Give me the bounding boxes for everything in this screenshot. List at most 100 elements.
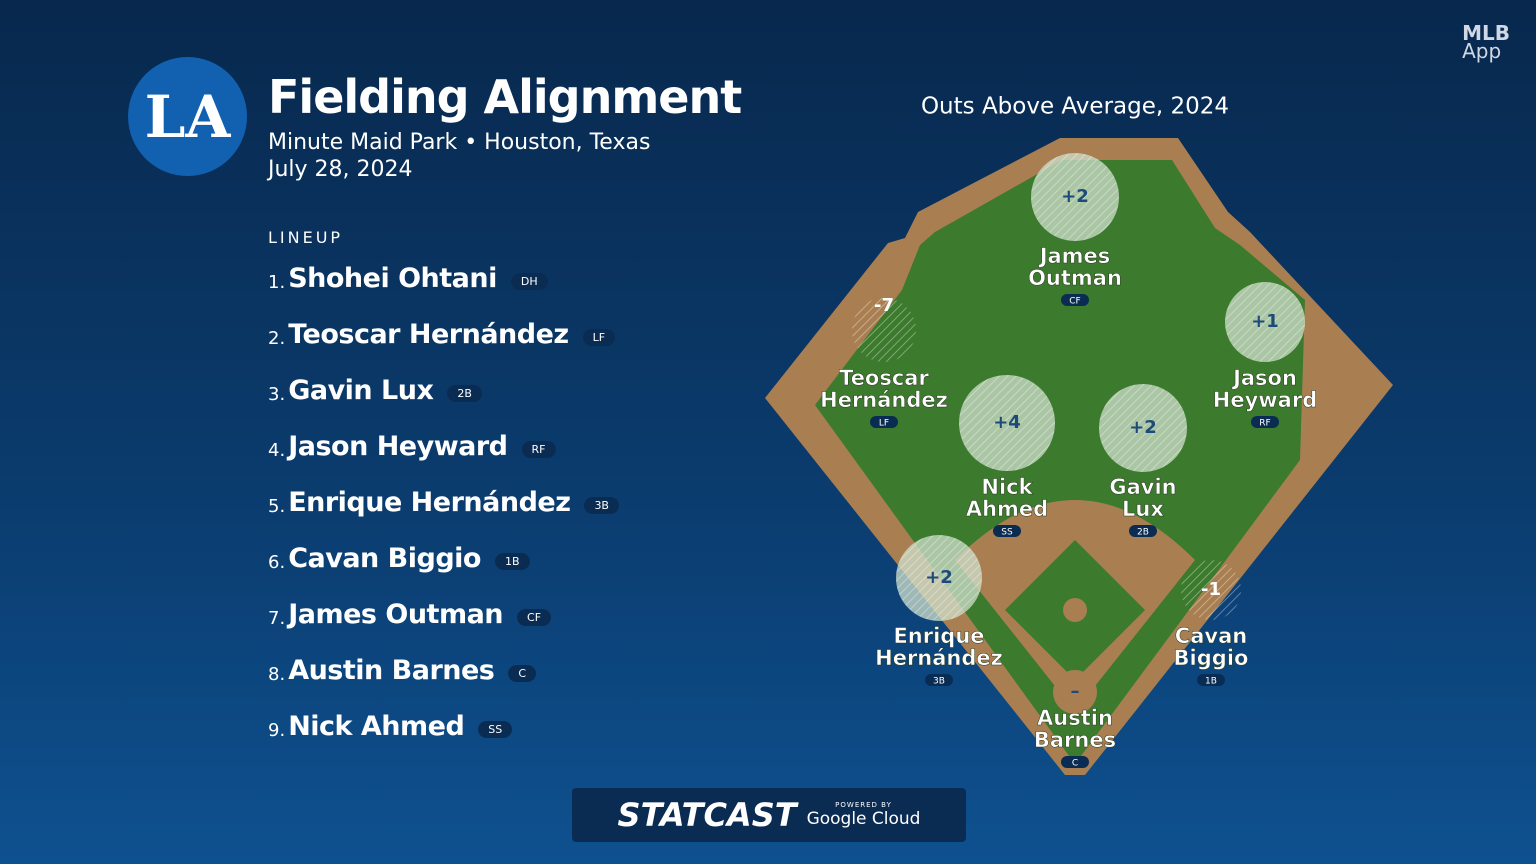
lineup-row: 3. Gavin Lux 2B bbox=[268, 370, 482, 410]
fielder-name: Heyward bbox=[1213, 388, 1317, 412]
oaa-hatch bbox=[1031, 153, 1119, 241]
oaa-hatch bbox=[1099, 384, 1187, 472]
position: C bbox=[508, 664, 537, 682]
fielder-name: Barnes bbox=[1034, 728, 1116, 752]
oaa-value: -7 bbox=[874, 295, 894, 316]
statcast: STATCAST bbox=[617, 796, 797, 834]
player-name: Austin Barnes bbox=[288, 654, 495, 686]
fielder-name: Hernández bbox=[820, 388, 948, 412]
pos-pill bbox=[1061, 294, 1089, 306]
position: DH bbox=[510, 272, 548, 290]
team-logo: LA bbox=[128, 57, 247, 176]
player-name: Gavin Lux bbox=[288, 374, 434, 406]
order: 7. bbox=[268, 607, 286, 629]
lineup-row: 7. James Outman CF bbox=[268, 594, 552, 634]
order: 9. bbox=[268, 719, 286, 741]
player-name: Jason Heyward bbox=[288, 430, 508, 462]
pos-pill bbox=[1129, 525, 1157, 537]
player-name: Enrique Hernández bbox=[288, 486, 571, 518]
oaa-hatch bbox=[959, 375, 1055, 471]
fielder-pos: CF bbox=[1069, 297, 1080, 307]
oaa-hatch bbox=[896, 535, 982, 621]
date: July 28, 2024 bbox=[268, 157, 413, 182]
position: LF bbox=[582, 328, 616, 346]
pos-pill bbox=[925, 674, 953, 686]
fielder-name: Outman bbox=[1028, 266, 1122, 290]
fielder-pos: LF bbox=[879, 419, 889, 429]
title: Fielding Alignment bbox=[268, 70, 742, 124]
fielder-name: Nick bbox=[981, 475, 1033, 499]
lineup-row: 9. Nick Ahmed SS bbox=[268, 706, 513, 746]
position: 2B bbox=[447, 384, 482, 402]
oaa-value: +2 bbox=[925, 567, 953, 588]
lineup-row: 6. Cavan Biggio 1B bbox=[268, 538, 530, 578]
fielder-pos: SS bbox=[1001, 528, 1013, 538]
player-name: Teoscar Hernández bbox=[288, 318, 569, 350]
lineup-row: 4. Jason Heyward RF bbox=[268, 426, 556, 466]
position: CF bbox=[517, 608, 552, 626]
home-plate bbox=[1053, 670, 1097, 714]
mound bbox=[1063, 598, 1087, 622]
lineup-label: LINEUP bbox=[268, 228, 344, 247]
order: 6. bbox=[268, 551, 286, 573]
order: 4. bbox=[268, 439, 286, 461]
player-name: James Outman bbox=[288, 598, 504, 630]
fielder-name: James bbox=[1038, 244, 1111, 268]
lineup-row: 8. Austin Barnes C bbox=[268, 650, 537, 690]
brand-line: MLB bbox=[1462, 21, 1510, 45]
lineup-row: 5. Enrique Hernández 3B bbox=[268, 482, 619, 522]
position: 1B bbox=[494, 552, 530, 570]
order: 1. bbox=[268, 271, 286, 293]
oaa-value: +2 bbox=[1061, 186, 1089, 207]
fielder-name: Lux bbox=[1122, 497, 1164, 521]
fielder-name: Gavin bbox=[1109, 475, 1176, 499]
mlb-app: MLB App bbox=[1462, 21, 1510, 63]
venue: Minute Maid Park • Houston, Texas bbox=[268, 130, 651, 155]
oaa-value: +2 bbox=[1129, 417, 1157, 438]
pos-pill bbox=[1251, 416, 1279, 428]
pos-pill bbox=[1061, 756, 1089, 768]
fielder-pos: C bbox=[1072, 759, 1078, 769]
outfield-grass bbox=[815, 160, 1305, 760]
position: SS bbox=[478, 720, 513, 738]
oaa-hatch bbox=[1225, 282, 1305, 362]
fielder-pos: 2B bbox=[1137, 528, 1149, 538]
fielder-name: Ahmed bbox=[966, 497, 1048, 521]
fielder-name: Cavan bbox=[1175, 624, 1247, 648]
statcast-banner: STATCAST POWERED BY Google Cloud bbox=[572, 788, 966, 842]
order: 3. bbox=[268, 383, 286, 405]
order: 8. bbox=[268, 663, 286, 685]
player-name: Shohei Ohtani bbox=[288, 262, 497, 294]
fielder-name: Jason bbox=[1231, 366, 1297, 390]
fielder-pos: RF bbox=[1259, 419, 1270, 429]
oaa-hatch bbox=[1181, 560, 1241, 620]
fielder-name: Hernández bbox=[875, 646, 1003, 670]
fielder-name: Teoscar bbox=[839, 366, 929, 390]
oaa-value: +4 bbox=[993, 412, 1021, 433]
field-title: Outs Above Average, 2024 bbox=[921, 94, 1229, 120]
pos-pill bbox=[993, 525, 1021, 537]
oaa-value: – bbox=[1071, 681, 1080, 702]
order: 2. bbox=[268, 327, 286, 349]
fielder-pos: 3B bbox=[933, 677, 945, 687]
partner: Google Cloud bbox=[806, 809, 921, 829]
oaa-value: +1 bbox=[1251, 311, 1279, 332]
order: 5. bbox=[268, 495, 286, 517]
player-name: Nick Ahmed bbox=[288, 710, 465, 742]
pos-pill bbox=[870, 416, 898, 428]
powered-by: POWERED BY bbox=[835, 801, 892, 809]
oaa-hatch bbox=[852, 298, 916, 362]
fielder-name: Biggio bbox=[1174, 646, 1249, 670]
player-name: Cavan Biggio bbox=[288, 542, 481, 574]
fielder-name: Enrique bbox=[893, 624, 984, 648]
brand-line: App bbox=[1462, 39, 1502, 63]
lineup-row: 2. Teoscar Hernández LF bbox=[268, 314, 616, 354]
position: 3B bbox=[584, 496, 619, 514]
fielder-pos: 1B bbox=[1205, 677, 1217, 687]
fielder-name: Austin bbox=[1037, 706, 1113, 730]
lineup-row: 1. Shohei Ohtani DH bbox=[268, 258, 548, 298]
oaa-value: -1 bbox=[1201, 579, 1221, 600]
pos-pill bbox=[1197, 674, 1225, 686]
